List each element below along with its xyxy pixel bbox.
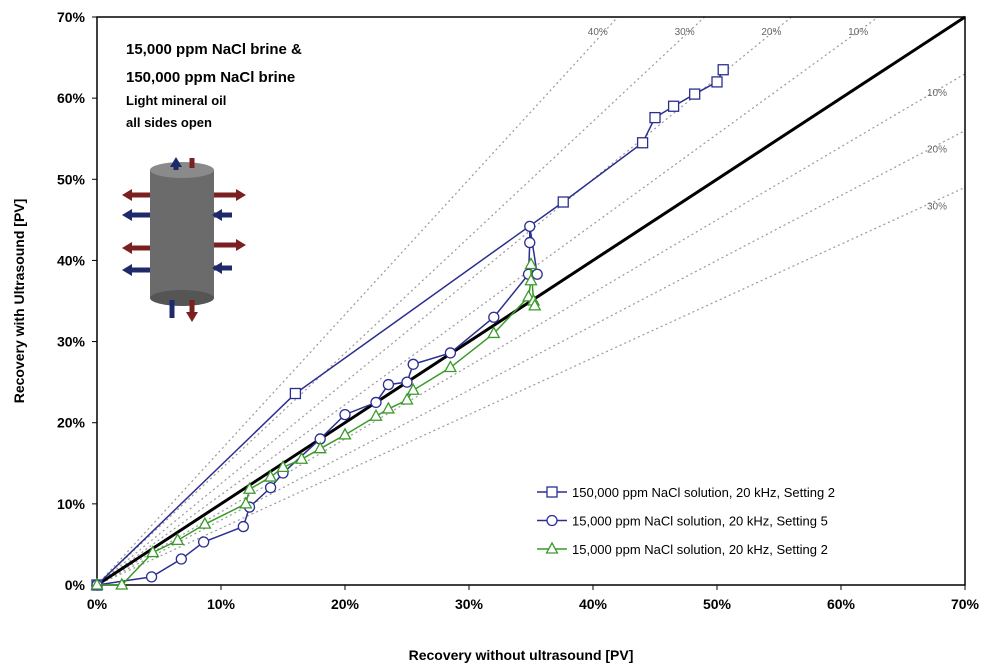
marker [545,541,559,554]
y-tick-label: 30% [57,334,86,350]
y-tick-label: 60% [57,90,86,106]
reference-line [96,16,619,586]
marker [198,516,212,529]
reference-label: 10% [848,27,868,38]
marker [264,481,277,494]
marker [381,401,395,414]
reference-line [96,186,966,586]
y-tick-label: 70% [57,9,86,25]
annotation: 150,000 ppm NaCl brine [126,69,295,86]
marker [276,459,290,472]
core-body [150,170,214,298]
marker [145,571,158,583]
marker [197,536,210,548]
marker [382,378,395,391]
marker [689,88,701,100]
x-tick-label: 40% [579,596,608,612]
y-tick-label: 10% [57,496,86,512]
marker [90,577,104,590]
x-tick-label: 70% [951,596,980,612]
reference-line [96,16,879,586]
marker [237,520,249,533]
marker [369,408,383,421]
marker [289,387,302,400]
marker [264,469,278,482]
marker [444,347,457,359]
marker [146,545,160,558]
marker [115,577,129,590]
marker [400,392,414,405]
marker [557,196,569,208]
x-tick-label: 0% [87,596,108,612]
core-bottom [150,290,214,306]
reference-line [96,73,966,586]
arrows [122,157,246,322]
reference-label: 20% [927,145,947,156]
marker [649,111,661,124]
annotation: 15,000 ppm NaCl brine & [126,41,302,58]
y-tick-label: 40% [57,252,86,268]
marker [338,427,352,440]
marker [711,76,723,88]
x-tick-label: 50% [703,596,732,612]
marker [488,311,500,323]
series-line [96,226,538,586]
x-tick-label: 30% [455,596,484,612]
annotation: all sides open [126,115,212,130]
y-tick-label: 20% [57,415,86,431]
marker [401,376,413,388]
legend-label: 150,000 ppm NaCl solution, 20 kHz, Setti… [572,485,835,500]
marker [239,496,253,509]
marker [524,236,536,249]
legend-label: 15,000 ppm NaCl solution, 20 kHz, Settin… [572,542,828,557]
marker [242,481,257,494]
marker [546,514,558,527]
plot-frame [96,16,966,586]
marker [531,268,543,280]
annotation: Light mineral oil [126,93,226,108]
marker [524,220,536,232]
core-top [150,162,214,178]
marker [175,553,187,565]
marker [313,441,327,454]
marker [487,326,501,339]
core-illustration [122,157,246,322]
reference-label: 40% [588,27,608,38]
legend-label: 15,000 ppm NaCl solution, 20 kHz, Settin… [572,514,828,529]
reference-line [96,130,966,586]
x-tick-label: 10% [207,596,236,612]
reference-label: 10% [927,88,947,99]
y-tick-label: 50% [57,171,86,187]
marker [528,298,542,311]
marker [524,273,538,286]
marker [636,137,649,149]
reference-label: 30% [675,27,695,38]
reference-line [96,16,706,586]
x-axis-label: Recovery without ultrasound [PV] [409,647,634,663]
y-axis-label: Recovery with Ultrasound [PV] [11,199,27,404]
reference-label: 30% [927,201,947,212]
marker [339,408,351,421]
y-tick-label: 0% [65,577,86,593]
reference-label: 20% [761,27,781,38]
marker [546,486,558,498]
marker [443,360,457,373]
x-tick-label: 60% [827,596,856,612]
marker [524,257,538,270]
marker [370,396,382,409]
marker [171,533,185,546]
marker [406,382,420,395]
marker [295,451,309,464]
x-tick-label: 20% [331,596,360,612]
marker [407,358,419,370]
marker [667,100,680,112]
marker [717,64,729,76]
